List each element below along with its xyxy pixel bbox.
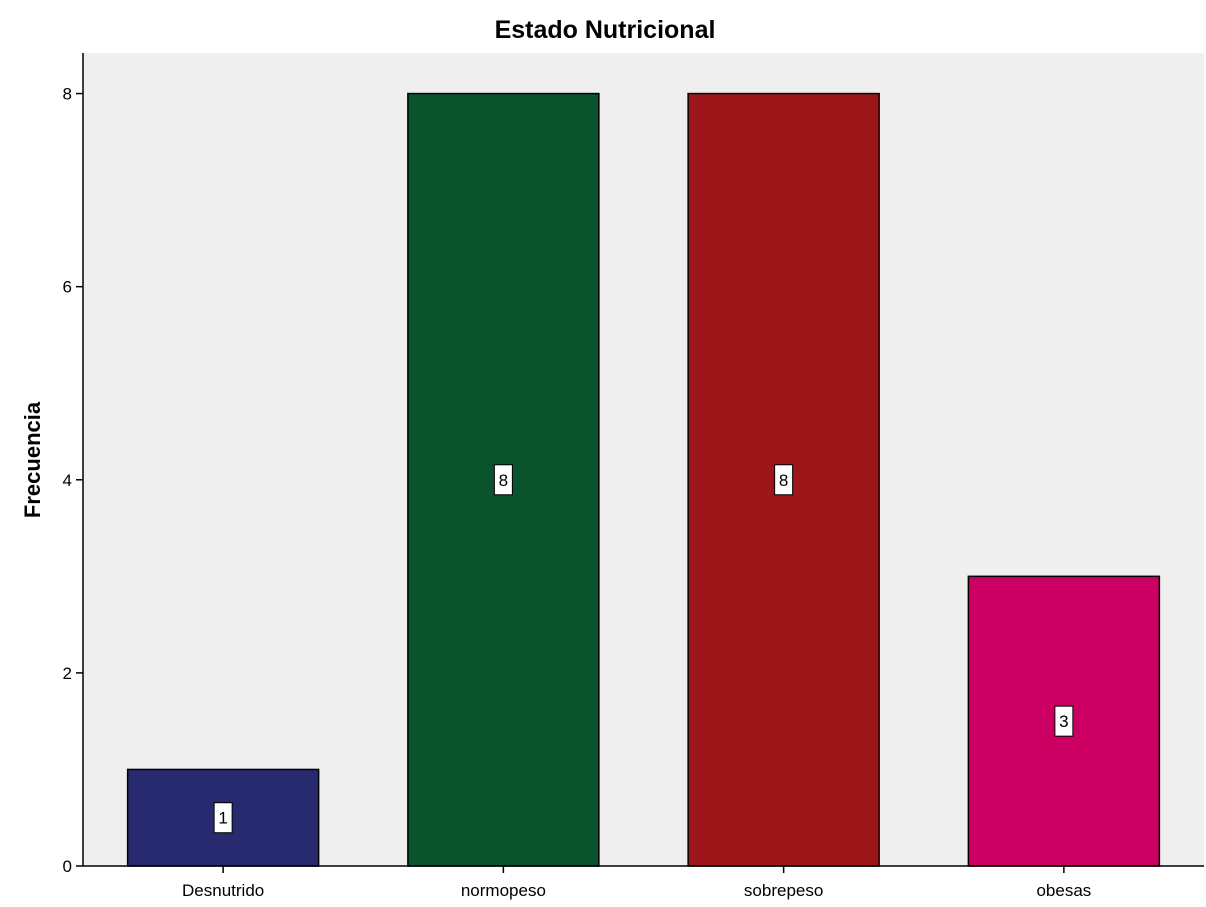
data-labels: 18 83: [213, 464, 1074, 834]
bars: [126, 92, 1161, 867]
y-axis-title: Frecuencia: [20, 401, 45, 518]
x-axis-ticks: Desnutrido normopeso sobrepeso obesas: [182, 866, 1091, 900]
x-tick-label: obesas: [1036, 881, 1091, 900]
data-label: 1: [218, 809, 227, 828]
y-tick-label: 0: [63, 857, 72, 876]
x-tick-label: sobrepeso: [744, 881, 823, 900]
y-tick-label: 8: [63, 85, 72, 104]
y-axis-ticks: 0 2 4 6 8: [63, 85, 83, 876]
data-label-box: [493, 464, 513, 496]
y-tick-label: 6: [63, 278, 72, 297]
data-label: 8: [499, 471, 508, 490]
data-label-box: [774, 464, 794, 496]
data-label-box: [1054, 705, 1074, 737]
y-tick-label: 4: [63, 471, 72, 490]
data-label: 3: [1059, 712, 1068, 731]
x-tick-label: Desnutrido: [182, 881, 264, 900]
data-label: 8: [779, 471, 788, 490]
chart-title: Estado Nutricional: [495, 16, 716, 44]
x-tick-label: normopeso: [461, 881, 546, 900]
y-tick-label: 2: [63, 664, 72, 683]
data-label-box: [213, 802, 233, 834]
